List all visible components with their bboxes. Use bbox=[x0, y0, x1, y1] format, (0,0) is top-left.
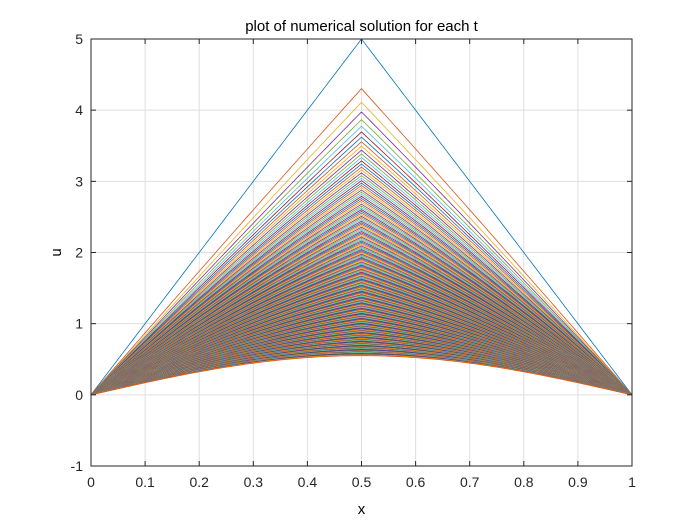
solution-curve bbox=[90, 101, 633, 396]
solution-curve bbox=[90, 189, 633, 396]
solution-curve bbox=[90, 222, 633, 396]
x-tick-label: 0.8 bbox=[514, 474, 534, 490]
solution-curve bbox=[90, 355, 633, 396]
solution-curve bbox=[90, 111, 633, 396]
solution-curve bbox=[90, 160, 633, 396]
solution-curve bbox=[90, 199, 633, 396]
solution-curve bbox=[90, 201, 633, 396]
solution-curve bbox=[90, 172, 633, 396]
x-tick-label: 0.1 bbox=[135, 474, 155, 490]
x-tick-label: 0.7 bbox=[460, 474, 480, 490]
y-tick-label: -1 bbox=[71, 458, 84, 474]
solution-curve bbox=[90, 185, 633, 396]
solution-curve bbox=[90, 156, 633, 396]
solution-curve bbox=[90, 205, 633, 396]
x-tick-label: 1 bbox=[628, 474, 636, 490]
solution-curve bbox=[90, 125, 633, 396]
x-tick-labels: 0 0.1 0.2 0.3 0.4 0.5 0.6 0.7 0.8 0.9 1 bbox=[87, 474, 636, 490]
x-tick-label: 0.2 bbox=[189, 474, 209, 490]
solution-curve bbox=[90, 210, 633, 396]
solution-curve bbox=[90, 177, 633, 396]
y-tick-label: 5 bbox=[75, 31, 83, 47]
y-tick-labels: -1 0 1 2 3 4 5 bbox=[71, 31, 84, 474]
solution-curve bbox=[90, 209, 633, 396]
solution-curve bbox=[90, 191, 633, 396]
solution-curve bbox=[90, 195, 633, 396]
solution-curve bbox=[90, 215, 633, 396]
solution-curve bbox=[90, 219, 633, 396]
solution-curve bbox=[90, 182, 633, 396]
solution-curve bbox=[90, 214, 633, 396]
y-tick-label: 4 bbox=[75, 102, 83, 118]
solution-curve bbox=[90, 119, 633, 396]
x-tick-label: 0 bbox=[87, 474, 95, 490]
solution-curve bbox=[90, 187, 633, 396]
solution-curves bbox=[90, 38, 633, 396]
y-tick-label: 0 bbox=[75, 387, 83, 403]
x-tick-label: 0.5 bbox=[352, 474, 372, 490]
solution-curve bbox=[90, 149, 633, 396]
solution-curve bbox=[90, 141, 633, 396]
solution-curve bbox=[90, 180, 633, 396]
chart-title: plot of numerical solution for each t bbox=[245, 18, 478, 35]
solution-curve bbox=[90, 217, 633, 396]
solution-curve bbox=[90, 88, 633, 396]
solution-curve bbox=[90, 175, 633, 396]
solution-curve bbox=[90, 163, 633, 396]
x-tick-label: 0.4 bbox=[298, 474, 318, 490]
solution-curve bbox=[90, 203, 633, 396]
solution-curve bbox=[90, 131, 633, 396]
solution-curve bbox=[90, 166, 633, 396]
solution-curve bbox=[90, 197, 633, 396]
y-tick-label: 3 bbox=[75, 173, 83, 189]
solution-curve bbox=[90, 212, 633, 396]
x-tick-label: 0.3 bbox=[244, 474, 264, 490]
x-tick-label: 0.6 bbox=[406, 474, 426, 490]
y-axis-label: u bbox=[48, 248, 65, 256]
ticks bbox=[90, 38, 633, 467]
solution-curve bbox=[90, 193, 633, 396]
y-tick-label: 1 bbox=[75, 316, 83, 332]
solution-curve bbox=[90, 136, 633, 396]
solution-curve bbox=[90, 169, 633, 396]
solution-curve bbox=[90, 145, 633, 396]
x-tick-label: 0.9 bbox=[568, 474, 588, 490]
solution-curve bbox=[90, 207, 633, 396]
solution-curve bbox=[90, 153, 633, 396]
x-axis-label: x bbox=[358, 501, 366, 518]
y-tick-label: 2 bbox=[75, 245, 83, 261]
